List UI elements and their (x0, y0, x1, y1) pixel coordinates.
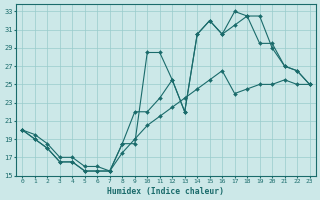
X-axis label: Humidex (Indice chaleur): Humidex (Indice chaleur) (108, 187, 225, 196)
